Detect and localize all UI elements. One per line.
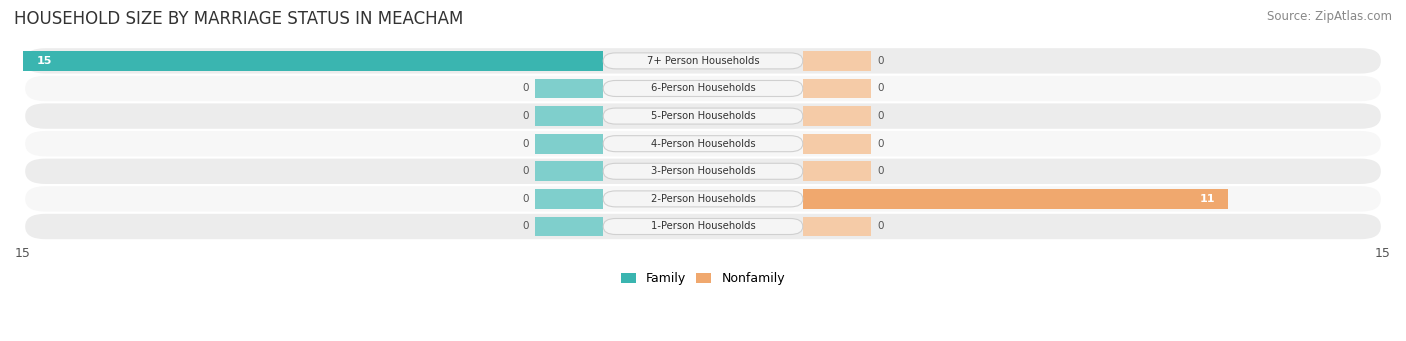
Bar [803, 106, 870, 126]
Text: 1-Person Households: 1-Person Households [651, 222, 755, 232]
Text: 0: 0 [522, 111, 529, 121]
FancyBboxPatch shape [603, 108, 803, 124]
Text: 2-Person Households: 2-Person Households [651, 194, 755, 204]
Bar [803, 78, 870, 99]
Bar [803, 51, 870, 71]
FancyBboxPatch shape [25, 131, 1381, 157]
FancyBboxPatch shape [603, 191, 803, 207]
Text: 0: 0 [522, 166, 529, 176]
Bar [803, 161, 870, 181]
Bar [536, 106, 603, 126]
Legend: Family, Nonfamily: Family, Nonfamily [616, 267, 790, 290]
Text: HOUSEHOLD SIZE BY MARRIAGE STATUS IN MEACHAM: HOUSEHOLD SIZE BY MARRIAGE STATUS IN MEA… [14, 10, 464, 28]
Bar [536, 134, 603, 154]
Text: 0: 0 [522, 222, 529, 232]
Text: 0: 0 [522, 139, 529, 149]
FancyBboxPatch shape [25, 214, 1381, 239]
Text: 0: 0 [877, 139, 884, 149]
Text: Source: ZipAtlas.com: Source: ZipAtlas.com [1267, 10, 1392, 23]
Text: 3-Person Households: 3-Person Households [651, 166, 755, 176]
Bar [536, 78, 603, 99]
Text: 7+ Person Households: 7+ Person Households [647, 56, 759, 66]
Bar [536, 189, 603, 209]
Text: 4-Person Households: 4-Person Households [651, 139, 755, 149]
Text: 0: 0 [877, 166, 884, 176]
FancyBboxPatch shape [25, 48, 1381, 74]
Text: 0: 0 [877, 222, 884, 232]
Bar [803, 217, 870, 236]
Text: 0: 0 [877, 84, 884, 93]
Bar [536, 217, 603, 236]
Text: 6-Person Households: 6-Person Households [651, 84, 755, 93]
Text: 5-Person Households: 5-Person Households [651, 111, 755, 121]
FancyBboxPatch shape [25, 159, 1381, 184]
FancyBboxPatch shape [603, 219, 803, 235]
FancyBboxPatch shape [25, 76, 1381, 101]
Bar [803, 189, 1229, 209]
FancyBboxPatch shape [603, 80, 803, 97]
Text: 0: 0 [522, 84, 529, 93]
Text: 0: 0 [522, 194, 529, 204]
FancyBboxPatch shape [603, 136, 803, 152]
Text: 0: 0 [877, 111, 884, 121]
FancyBboxPatch shape [603, 163, 803, 179]
Bar [803, 134, 870, 154]
FancyBboxPatch shape [25, 186, 1381, 212]
Text: 11: 11 [1199, 194, 1215, 204]
Bar [536, 161, 603, 181]
FancyBboxPatch shape [25, 103, 1381, 129]
Text: 0: 0 [877, 56, 884, 66]
FancyBboxPatch shape [603, 53, 803, 69]
Text: 15: 15 [37, 56, 52, 66]
Bar [22, 51, 603, 71]
